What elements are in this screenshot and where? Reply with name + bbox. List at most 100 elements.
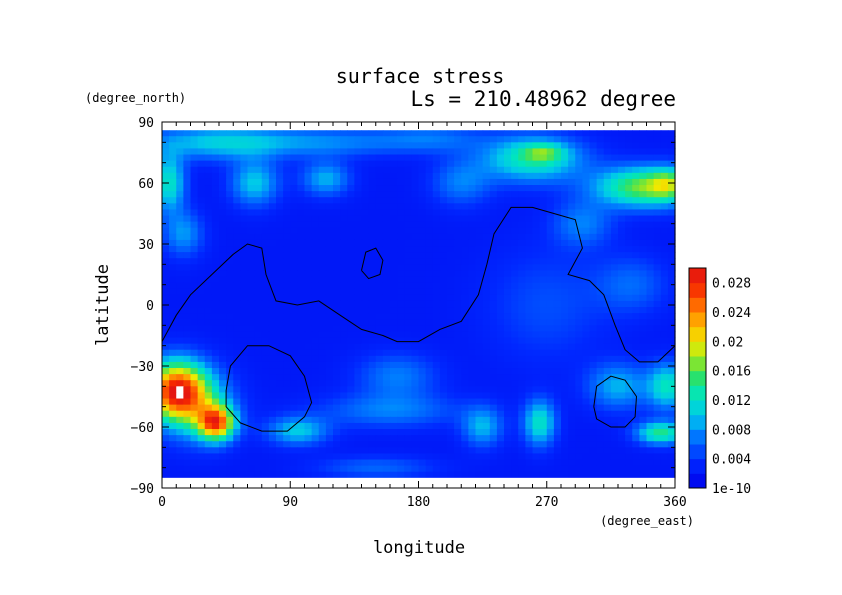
field-cell (468, 410, 477, 418)
field-cell (361, 374, 370, 381)
field-cell (219, 429, 227, 436)
field-cell (397, 197, 405, 204)
field-cell (233, 197, 241, 204)
field-cell (375, 361, 384, 369)
field-cell (561, 410, 569, 418)
field-cell (596, 215, 605, 223)
field-cell (653, 282, 662, 290)
field-cell (639, 221, 648, 229)
field-cell (390, 258, 398, 265)
field-cell (660, 148, 669, 156)
field-cell (646, 154, 655, 162)
field-cell (639, 264, 648, 272)
field-cell (539, 355, 548, 363)
field-cell (211, 459, 220, 467)
field-cell (603, 307, 612, 314)
field-cell (610, 380, 619, 387)
field-cell (496, 416, 505, 424)
field-cell (211, 270, 220, 278)
field-cell (525, 209, 534, 217)
field-cell (162, 270, 170, 278)
field-cell (361, 410, 370, 418)
field-cell (318, 160, 327, 168)
field-cell (546, 252, 555, 259)
field-cell (646, 319, 655, 326)
field-cell (461, 203, 469, 211)
field-cell (568, 288, 576, 296)
field-cell (504, 398, 512, 406)
field-cell (340, 331, 348, 339)
field-cell (653, 160, 662, 168)
field-cell (233, 288, 241, 296)
field-cell (525, 160, 534, 168)
field-cell (489, 154, 498, 162)
field-cell (603, 185, 612, 192)
field-cell (468, 331, 477, 339)
field-cell (233, 300, 241, 308)
field-cell (653, 398, 662, 406)
field-cell (268, 221, 277, 229)
field-cell (439, 282, 448, 290)
field-cell (518, 343, 526, 351)
field-cell (318, 361, 327, 369)
field-cell (575, 154, 583, 162)
field-cell (340, 337, 348, 345)
field-cell (204, 209, 213, 217)
field-cell (411, 166, 420, 174)
field-cell (646, 386, 655, 394)
field-cell (489, 410, 498, 418)
field-cell (233, 410, 241, 418)
field-cell (489, 368, 498, 375)
stress-field (162, 122, 676, 488)
field-cell (447, 300, 455, 308)
field-cell (454, 459, 462, 467)
field-cell (219, 221, 227, 229)
field-cell (511, 380, 519, 387)
field-cell (525, 392, 534, 400)
field-cell (603, 282, 612, 290)
field-cell (347, 422, 355, 430)
field-cell (162, 246, 170, 253)
field-cell (304, 258, 313, 265)
field-cell (525, 227, 534, 235)
field-cell (197, 203, 206, 211)
field-cell (532, 447, 541, 455)
field-cell (667, 471, 676, 479)
field-cell (333, 361, 341, 369)
field-cell (325, 136, 334, 143)
field-cell (482, 429, 491, 436)
field-cell (211, 410, 220, 418)
field-cell (632, 380, 640, 387)
field-cell (468, 404, 477, 412)
field-cell (190, 142, 199, 150)
field-cell (553, 136, 562, 143)
field-cell (204, 325, 213, 333)
field-cell (226, 148, 234, 156)
field-cell (439, 185, 448, 192)
field-cell (653, 331, 662, 339)
field-cell (404, 148, 412, 156)
field-cell (461, 441, 469, 448)
field-cell (532, 282, 541, 290)
field-cell (461, 154, 469, 162)
field-cell (283, 178, 291, 186)
field-cell (261, 435, 270, 442)
field-cell (603, 227, 612, 235)
field-cell (290, 294, 298, 302)
field-cell (489, 160, 498, 168)
field-cell (311, 130, 320, 137)
field-cell (169, 349, 177, 357)
field-cell (660, 374, 669, 381)
field-cell (439, 130, 448, 137)
field-cell (183, 191, 192, 198)
field-cell (304, 215, 313, 223)
field-cell (618, 142, 626, 150)
field-cell (425, 435, 434, 442)
field-cell (354, 380, 363, 387)
field-cell (318, 282, 327, 290)
field-cell (496, 160, 505, 168)
field-cell (511, 276, 519, 284)
field-cell (354, 209, 363, 217)
field-cell (596, 343, 605, 351)
